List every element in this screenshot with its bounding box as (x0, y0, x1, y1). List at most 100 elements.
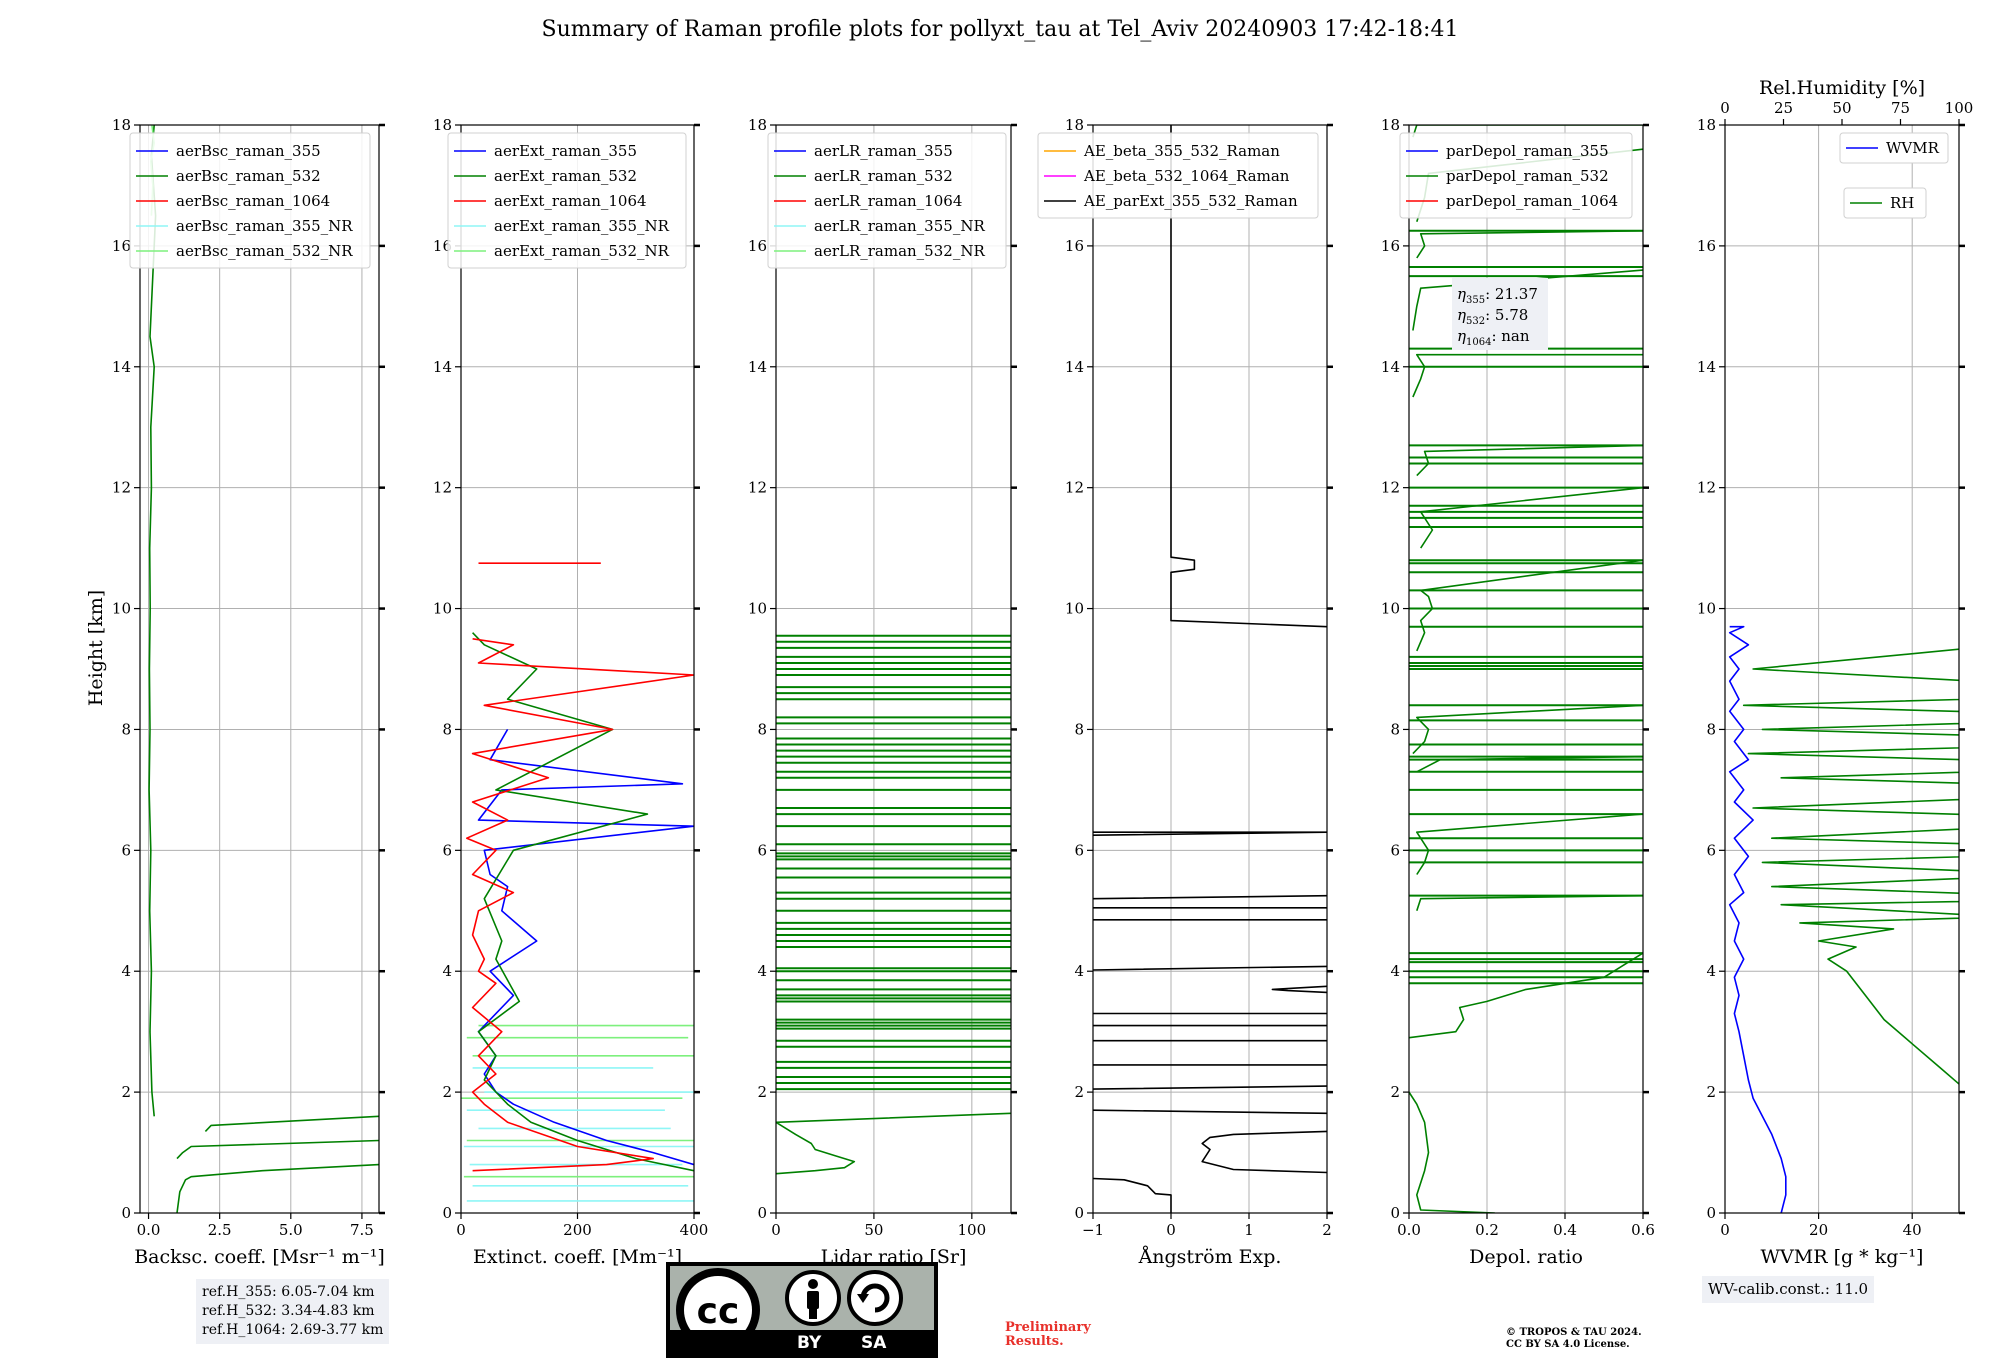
y-tick-label: 16 (1065, 237, 1084, 255)
legend-label: aerExt_raman_355 (494, 142, 637, 160)
legend-label: RH (1890, 194, 1914, 212)
x-tick-label: 40 (1903, 1221, 1922, 1239)
series-line-RH (1742, 648, 1959, 1086)
y-tick-label: 0 (121, 1204, 131, 1222)
reference-height-box: ref.H_355: 6.05-7.04 km ref.H_532: 3.34-… (196, 1279, 390, 1344)
y-tick-label: 10 (433, 600, 452, 618)
x-tick-label: 0 (1166, 1221, 1176, 1239)
axes-frame (1408, 124, 1644, 1214)
panel-extinction: 0 2 4 6 8 10 12 14 16 18 0 200 400 Extinct. coeff. [M… (433, 116, 708, 1268)
x-tick-label: 20 (1809, 1221, 1828, 1239)
svg-text:cc: cc (697, 1291, 740, 1330)
y-tick-label: 14 (112, 358, 131, 376)
y-tick-label: 12 (1381, 479, 1400, 497)
y-tick-label: 8 (442, 720, 452, 738)
panel-depol: 0 2 4 6 8 10 12 14 16 18 0.0 0.2 0.4 0.6 Depol. ratio p… (1381, 116, 1655, 1268)
x-tick-label: 0 (456, 1221, 466, 1239)
legend-label: AE_beta_532_1064_Raman (1083, 167, 1290, 185)
x-axis-label: Depol. ratio (1469, 1246, 1583, 1268)
series-line-aerBsc_raman_532 (148, 125, 379, 1213)
legend-label: aerLR_raman_355 (814, 142, 953, 160)
series-group (1093, 125, 1327, 1213)
y-tick-label: 14 (1697, 358, 1716, 376)
y-tick-label: 6 (1074, 841, 1084, 859)
series-group (1409, 125, 1643, 1213)
top-x-axis-label: Rel.Humidity [%] (1759, 77, 1925, 99)
x-axis-label: Backsc. coeff. [Msr⁻¹ m⁻¹] (134, 1246, 385, 1268)
ref-height-532: ref.H_532: 3.34-4.83 km (202, 1303, 375, 1319)
y-tick-label: 2 (1706, 1083, 1716, 1101)
top-x-tick-label: 75 (1891, 99, 1910, 117)
legend: aerLR_raman_355 aerLR_raman_532 aerLR_rama… (767, 132, 1007, 269)
x-tick-label: 200 (563, 1221, 592, 1239)
series-line-aerExt_raman_1064 (466, 562, 694, 1172)
series-line-aerExt_raman_355_NR (463, 1067, 694, 1202)
y-tick-label: 14 (433, 358, 452, 376)
eta-symbol: η (1457, 306, 1466, 324)
legend-label: parDepol_raman_532 (1446, 167, 1609, 185)
preliminary-results-note: Preliminary Results. (1005, 1320, 1091, 1349)
cc-icons-svg: cc (676, 1268, 903, 1352)
legend-label: aerExt_raman_1064 (494, 192, 647, 210)
eta-number: : 21.37 (1485, 285, 1538, 303)
copyright-note: © TROPOS & TAU 2024. CC BY SA 4.0 Licens… (1506, 1327, 1642, 1351)
y-tick-label: 10 (1697, 600, 1716, 618)
legend: aerBsc_raman_355 aerBsc_raman_532 aerBsc_r… (129, 132, 371, 269)
cc-by-label: BY (797, 1333, 822, 1353)
y-tick-label: 18 (1697, 116, 1716, 134)
legend: aerExt_raman_355 aerExt_raman_532 aerExt_r… (447, 132, 687, 269)
x-axis-label: Extinct. coeff. [Mm⁻¹] (473, 1246, 682, 1268)
top-x-tick-label: 100 (1945, 99, 1974, 117)
x-tick-label: 2.5 (208, 1221, 232, 1239)
series-group (461, 562, 694, 1202)
y-tick-label: 14 (748, 358, 767, 376)
x-tick-label: 0 (771, 1221, 781, 1239)
series-line-aerExt_raman_532_NR (461, 1024, 694, 1178)
x-tick-label: 0.0 (137, 1221, 161, 1239)
legend-box (1037, 132, 1319, 219)
y-axis-label: Height [km] (85, 590, 107, 706)
legend-box (767, 132, 1007, 269)
x-tick-label: 1 (1244, 1221, 1254, 1239)
x-tick-label: 0.4 (1553, 1221, 1577, 1239)
y-tick-label: 6 (757, 841, 767, 859)
eta-number: : 5.78 (1485, 306, 1528, 324)
top-x-tick-label: 50 (1832, 99, 1851, 117)
legend-label: aerBsc_raman_355_NR (176, 217, 353, 235)
top-x-tick-label: 25 (1774, 99, 1793, 117)
cc-badge-icons: cc (670, 1266, 934, 1352)
legend-label: aerExt_raman_532 (494, 167, 637, 185)
y-tick-label: 12 (1697, 479, 1716, 497)
cc-icon: cc (676, 1268, 760, 1352)
eta-symbol: η (1457, 327, 1466, 345)
legend-label: AE_beta_355_532_Raman (1083, 142, 1280, 160)
legend-box (129, 132, 371, 269)
y-tick-label: 8 (1706, 720, 1716, 738)
y-tick-label: 16 (1381, 237, 1400, 255)
legend-label: aerLR_raman_1064 (814, 192, 962, 210)
x-tick-label: 0.0 (1397, 1221, 1421, 1239)
series-line-aerExt_raman_532 (472, 632, 694, 1172)
y-tick-label: 10 (1381, 600, 1400, 618)
y-tick-label: 0 (1390, 1204, 1400, 1222)
x-axis-label: WVMR [g * kg⁻¹] (1761, 1246, 1924, 1268)
y-tick-label: 18 (1381, 116, 1400, 134)
panel-backscatter: 0 2 4 6 8 10 12 14 16 18 0.0 2.5 5.0 7.5 Backsc. coeff… (112, 116, 385, 1268)
x-tick-label: −1 (1082, 1221, 1104, 1239)
x-tick-label: 5.0 (279, 1221, 303, 1239)
wv-calibration-constant: WV-calib.const.: 11.0 (1708, 1280, 1869, 1298)
eta-subscript: 1064 (1466, 337, 1491, 348)
ref-height-1064: ref.H_1064: 2.69-3.77 km (202, 1322, 384, 1338)
x-tick-label: 100 (958, 1221, 987, 1239)
figure-title: Summary of Raman profile plots for polly… (542, 17, 1459, 42)
y-tick-label: 4 (757, 962, 767, 980)
y-tick-label: 12 (748, 479, 767, 497)
y-tick-label: 8 (1074, 720, 1084, 738)
y-tick-label: 8 (1390, 720, 1400, 738)
y-tick-label: 4 (1074, 962, 1084, 980)
y-tick-label: 0 (442, 1204, 452, 1222)
